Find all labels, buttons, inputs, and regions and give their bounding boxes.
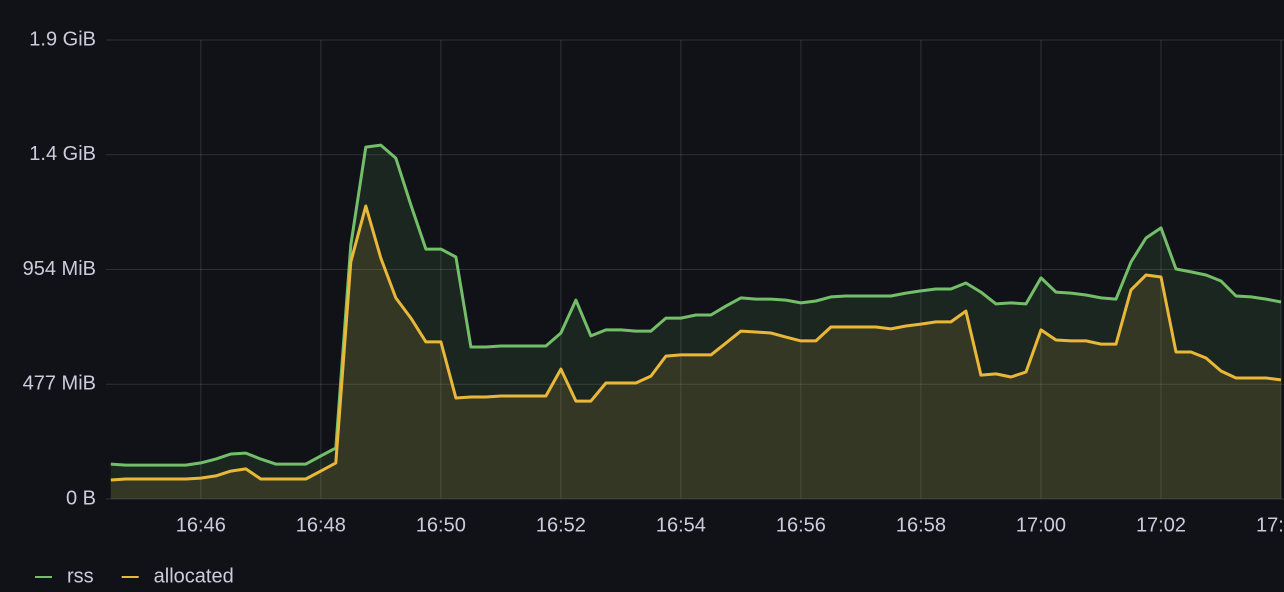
- x-tick-label: 16:56: [776, 514, 826, 536]
- x-tick-label: 16:52: [536, 514, 586, 536]
- y-tick-label: 1.9 GiB: [29, 28, 96, 50]
- legend-label: allocated: [154, 565, 234, 587]
- x-tick-label: 17:04: [1256, 514, 1284, 536]
- series-line: [110, 204, 1282, 482]
- y-tick-label: 954 MiB: [23, 258, 96, 280]
- legend-label: rss: [67, 565, 94, 587]
- y-tick-label: 0 B: [66, 487, 96, 509]
- x-tick-label: 16:50: [416, 514, 466, 536]
- x-tick-label: 17:00: [1016, 514, 1066, 536]
- series-line: [110, 143, 1282, 467]
- x-tick-label: 16:58: [896, 514, 946, 536]
- x-tick-label: 17:02: [1136, 514, 1186, 536]
- series-area: [110, 145, 1281, 499]
- series-area: [110, 206, 1281, 499]
- y-tick-label: 1.4 GiB: [29, 143, 96, 165]
- x-tick-label: 16:48: [296, 514, 346, 536]
- y-tick-label: 477 MiB: [23, 373, 96, 395]
- x-tick-label: 16:54: [656, 514, 706, 536]
- x-tick-label: 16:46: [176, 514, 226, 536]
